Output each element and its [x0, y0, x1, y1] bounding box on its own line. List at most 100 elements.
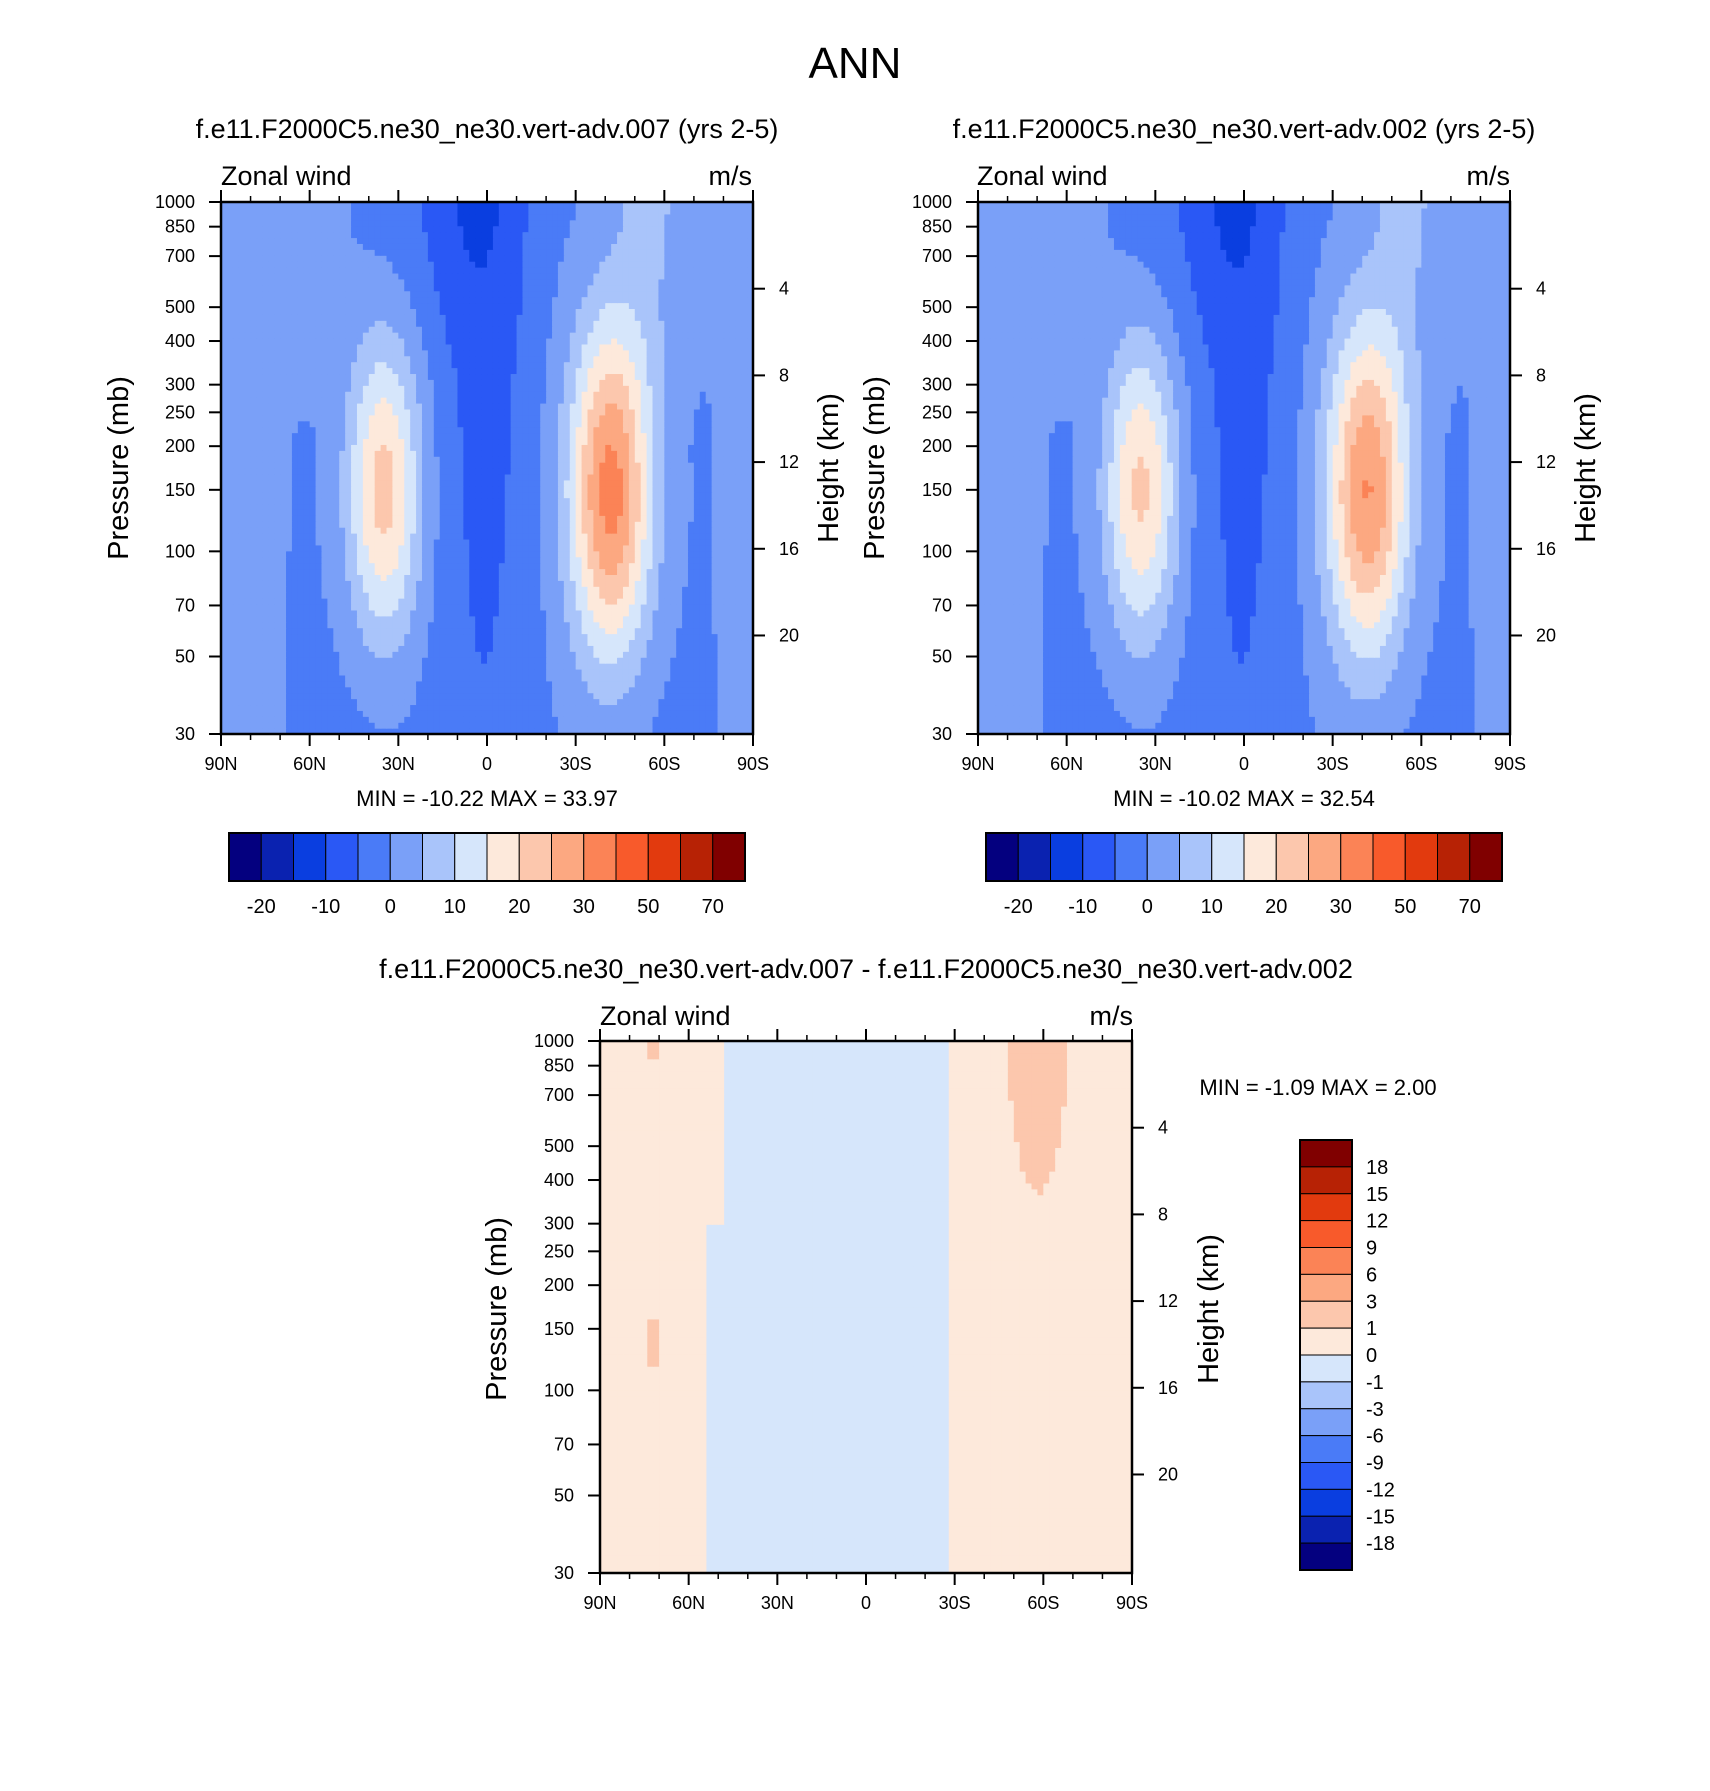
field-cell	[481, 533, 488, 540]
field-cell	[292, 521, 299, 528]
field-cell	[469, 586, 476, 593]
field-cell	[641, 586, 648, 593]
field-cell	[452, 480, 459, 487]
field-cell	[457, 598, 464, 605]
field-cell	[729, 639, 736, 646]
field-cell	[392, 675, 399, 682]
field-cell	[321, 474, 328, 481]
field-cell	[475, 693, 482, 700]
field-cell	[298, 651, 305, 658]
field-cell	[274, 657, 281, 664]
field-cell	[611, 716, 618, 723]
field-cell	[534, 598, 541, 605]
field-cell	[617, 598, 624, 605]
field-cell	[345, 563, 352, 570]
field-cell	[310, 657, 317, 664]
field-cell	[706, 468, 713, 475]
field-cell	[233, 521, 240, 528]
field-cell	[741, 657, 748, 664]
field-cell	[463, 486, 470, 493]
field-cell	[298, 574, 305, 581]
field-cell	[381, 628, 388, 635]
field-cell	[375, 722, 382, 729]
field-cell	[422, 722, 429, 729]
field-cell	[446, 409, 453, 416]
field-cell	[422, 639, 429, 646]
field-cell	[676, 699, 683, 706]
field-cell	[404, 427, 411, 434]
field-cell	[570, 551, 577, 558]
field-cell	[381, 498, 388, 505]
field-cell	[369, 634, 376, 641]
field-cell	[398, 616, 405, 623]
field-cell	[522, 498, 529, 505]
field-cell	[522, 444, 529, 451]
field-cell	[274, 687, 281, 694]
field-cell	[505, 433, 512, 440]
field-cell	[641, 462, 648, 469]
field-cell	[564, 639, 571, 646]
field-cell	[623, 539, 630, 546]
field-cell	[327, 693, 334, 700]
field-cell	[599, 616, 606, 623]
field-cell	[593, 503, 600, 510]
field-cell	[422, 509, 429, 516]
field-cell	[416, 651, 423, 658]
field-cell	[369, 675, 376, 682]
field-cell	[262, 634, 269, 641]
field-cell	[333, 551, 340, 558]
field-cell	[670, 533, 677, 540]
field-cell	[499, 486, 506, 493]
field-cell	[647, 699, 654, 706]
field-cell	[434, 722, 441, 729]
field-cell	[375, 699, 382, 706]
field-cell	[316, 693, 323, 700]
field-cell	[718, 468, 725, 475]
field-cell	[286, 409, 293, 416]
field-cell	[517, 598, 524, 605]
field-cell	[528, 651, 535, 658]
field-cell	[392, 568, 399, 575]
field-cell	[587, 580, 594, 587]
field-cell	[641, 503, 648, 510]
field-cell	[517, 722, 524, 729]
field-cell	[729, 438, 736, 445]
field-cell	[345, 450, 352, 457]
field-cell	[239, 433, 246, 440]
field-cell	[333, 421, 340, 428]
field-cell	[718, 699, 725, 706]
field-cell	[517, 716, 524, 723]
field-cell	[593, 539, 600, 546]
field-cell	[363, 574, 370, 581]
field-cell	[664, 545, 671, 552]
field-cell	[718, 639, 725, 646]
field-cell	[280, 468, 287, 475]
field-cell	[570, 634, 577, 641]
field-cell	[511, 580, 518, 587]
field-cell	[227, 598, 234, 605]
field-cell	[452, 693, 459, 700]
field-cell	[357, 521, 364, 528]
field-cell	[410, 474, 417, 481]
field-cell	[404, 675, 411, 682]
field-cell	[369, 486, 376, 493]
field-cell	[623, 492, 630, 499]
field-cell	[528, 722, 535, 729]
field-cell	[446, 710, 453, 717]
field-cell	[511, 468, 518, 475]
field-cell	[298, 551, 305, 558]
field-cell	[505, 639, 512, 646]
field-cell	[564, 450, 571, 457]
field-cell	[422, 663, 429, 670]
field-cell	[676, 533, 683, 540]
field-cell	[457, 699, 464, 706]
field-cell	[463, 716, 470, 723]
field-cell	[706, 568, 713, 575]
field-cell	[245, 616, 252, 623]
field-cell	[505, 468, 512, 475]
field-cell	[363, 545, 370, 552]
field-cell	[422, 657, 429, 664]
field-cell	[475, 574, 482, 581]
field-cell	[410, 515, 417, 522]
field-cell	[416, 693, 423, 700]
